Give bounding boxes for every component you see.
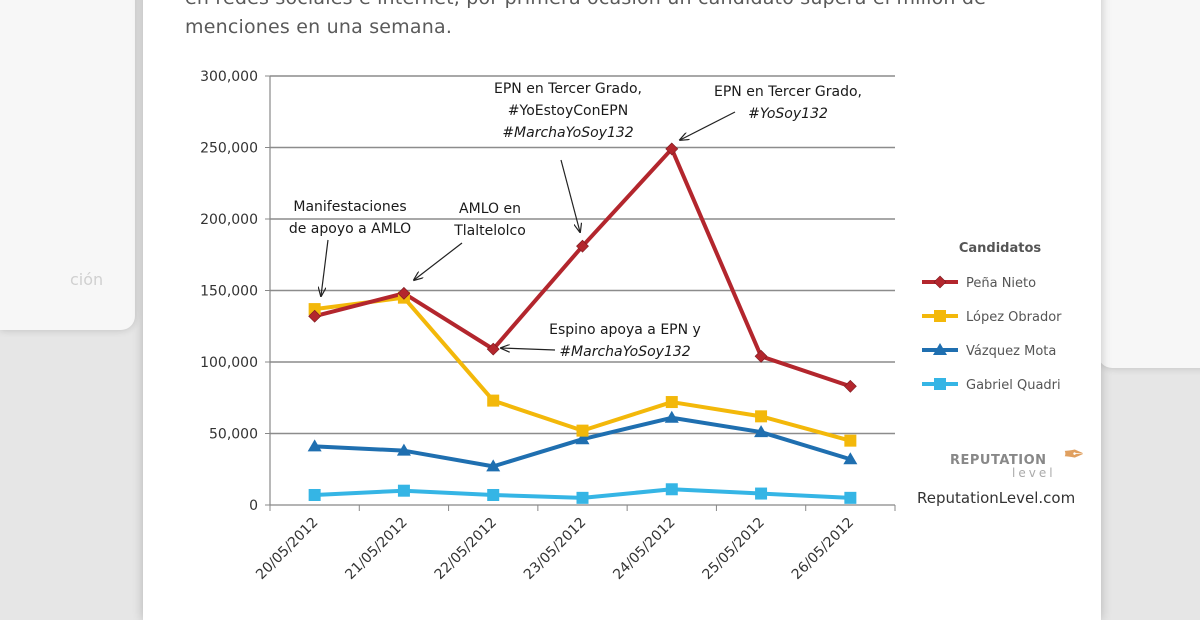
data-point [308, 309, 322, 323]
annotation-arrow [560, 159, 580, 232]
data-point [755, 487, 768, 500]
y-tick-label: 50,000 [209, 427, 258, 443]
data-point [487, 394, 500, 407]
annotation-arrow [321, 239, 329, 296]
legend-marker [933, 275, 947, 289]
legend-marker [934, 378, 946, 390]
reputation-url: ReputationLevel.com [917, 489, 1076, 507]
data-point [843, 452, 858, 465]
reputation-logo-sub: level [1012, 466, 1056, 480]
data-point [397, 286, 411, 300]
annotation-text: Manifestaciones [293, 199, 406, 215]
legend-marker [933, 343, 947, 355]
data-point [665, 483, 678, 496]
data-point [396, 443, 411, 456]
y-tick-label: 250,000 [200, 141, 258, 157]
annotation-text: Espino apoya a EPN y [549, 322, 701, 338]
data-point [486, 459, 501, 472]
y-tick-label: 0 [249, 498, 258, 514]
left-sidebar-panel: ción [0, 0, 135, 330]
x-tick-label: 22/05/2012 [432, 515, 500, 583]
data-point [844, 434, 857, 447]
data-point [843, 379, 857, 393]
reputation-logo: REPUTATION [950, 453, 1047, 468]
left-panel-text: ción [70, 270, 104, 289]
x-tick-label: 24/05/2012 [610, 515, 678, 583]
data-point [576, 239, 589, 253]
legend-label: Peña Nieto [966, 276, 1036, 291]
series-line [314, 295, 851, 443]
right-sidebar-panel [1098, 0, 1200, 368]
x-tick-label: 26/05/2012 [789, 515, 857, 583]
data-point [576, 424, 589, 437]
data-point [308, 303, 321, 316]
line-chart: 0 50,000 100,000 150,000 200,000 250,000 300,0… [200, 69, 1062, 583]
x-tick-label: 20/05/2012 [253, 515, 321, 583]
data-point [844, 491, 857, 504]
y-tick-label: 150,000 [200, 284, 258, 300]
data-point [487, 488, 500, 501]
data-point [664, 410, 679, 423]
data-point [486, 342, 500, 356]
data-point [575, 432, 590, 445]
annotation-text: Tlaltelolco [453, 223, 526, 239]
legend-title: Candidatos [959, 241, 1042, 256]
annotation-text: #YoSoy132 [748, 106, 828, 122]
annotation-text: #MarchaYoSoy132 [502, 125, 633, 141]
data-point [308, 488, 321, 501]
data-point [754, 349, 768, 363]
annotation-arrow [680, 111, 736, 140]
annotation-arrow [414, 242, 463, 280]
data-point [307, 439, 322, 452]
feather-icon: ✒ [1063, 440, 1085, 470]
x-tick-label: 23/05/2012 [521, 515, 589, 583]
legend-label: López Obrador [966, 310, 1062, 325]
legend-label: Vázquez Mota [966, 344, 1056, 359]
annotation-text: EPN en Tercer Grado, [714, 84, 862, 100]
data-point [754, 425, 769, 438]
y-tick-label: 300,000 [200, 69, 258, 85]
annotation-text: #MarchaYoSoy132 [559, 344, 690, 360]
annotation-text: de apoyo a AMLO [289, 221, 411, 237]
legend-label: Gabriel Quadri [966, 378, 1061, 393]
y-tick-label: 100,000 [200, 355, 258, 371]
annotation-arrow [501, 348, 556, 350]
x-tick-label: 25/05/2012 [700, 515, 768, 583]
data-point [665, 396, 678, 409]
annotation-text: #YoEstoyConEPN [508, 103, 628, 119]
data-point [755, 410, 768, 423]
annotation-text: AMLO en [459, 201, 521, 217]
x-tick-label: 21/05/2012 [342, 515, 410, 583]
y-tick-label: 200,000 [200, 212, 258, 228]
data-point [665, 142, 679, 156]
data-point [576, 491, 589, 504]
intro-paragraph: en redes sociales e internet, por primer… [185, 0, 986, 38]
annotation-text: EPN en Tercer Grado, [494, 81, 642, 97]
data-point [397, 484, 410, 497]
legend-marker [934, 310, 946, 322]
